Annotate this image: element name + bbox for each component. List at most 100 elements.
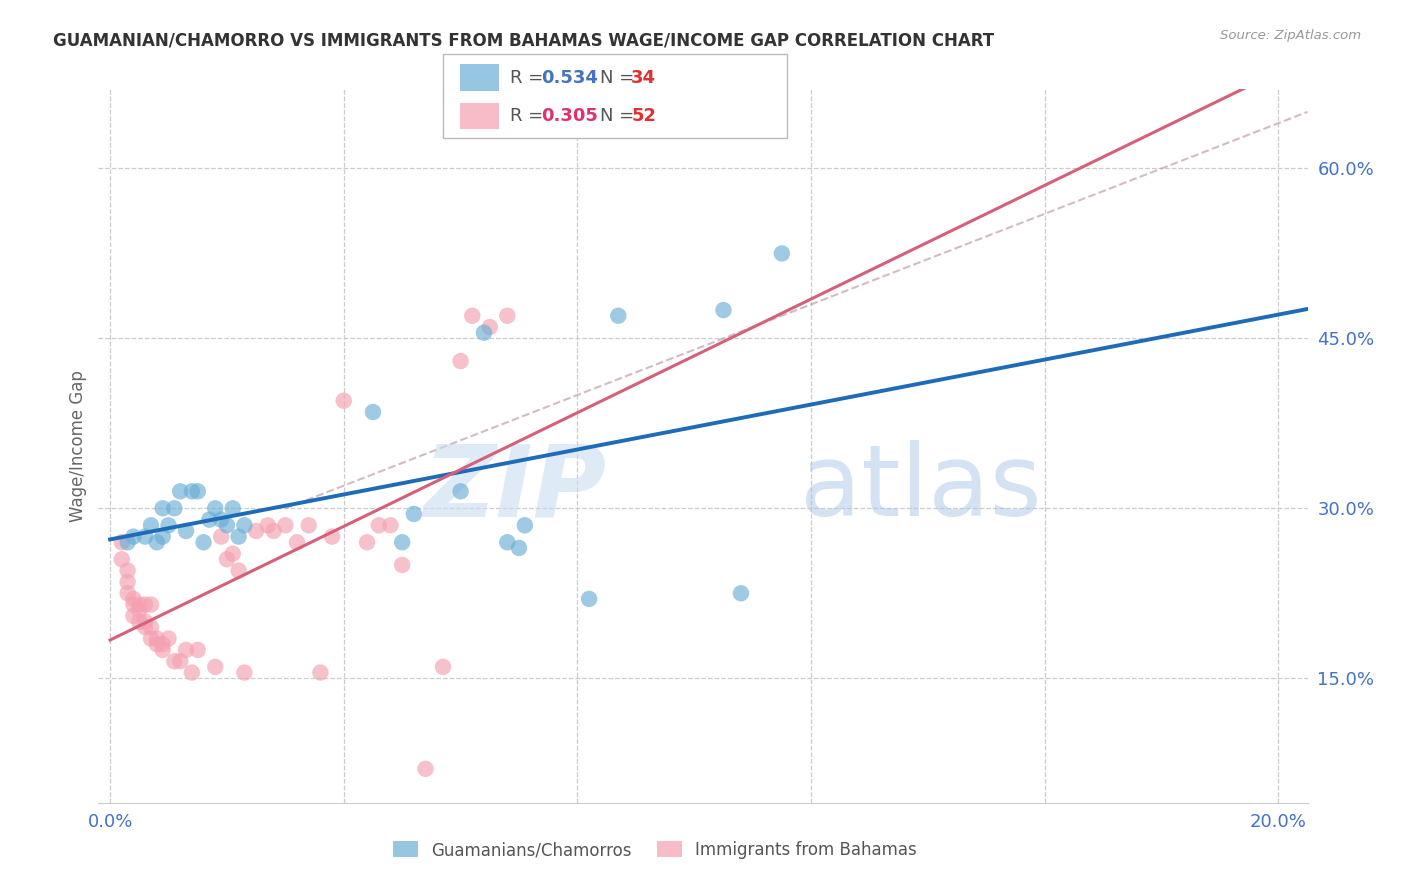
Point [180,484,202,499]
Point [432,660,454,674]
Point [134,615,156,629]
Point [391,535,413,549]
Point [152,643,174,657]
Point [111,535,134,549]
Point [204,660,226,674]
Point [332,393,354,408]
Point [222,547,245,561]
Point [209,530,232,544]
Y-axis label: Wage/Income Gap: Wage/Income Gap [69,370,87,522]
Point [134,530,156,544]
Point [513,518,536,533]
Point [508,541,530,555]
Point [222,501,245,516]
Point [607,309,630,323]
Point [472,326,495,340]
Point [122,530,145,544]
Point [228,564,250,578]
Point [139,518,162,533]
Point [139,598,162,612]
Point [233,518,256,533]
Point [496,535,519,549]
Point [198,513,221,527]
Point [309,665,332,680]
Point [146,535,169,549]
Point [163,654,186,668]
Point [402,507,425,521]
Point [215,518,238,533]
Point [263,524,285,538]
Text: 0.305: 0.305 [541,107,598,125]
Point [117,574,139,589]
Point [134,620,156,634]
Point [187,643,209,657]
Point [578,591,600,606]
Point [770,246,793,260]
Point [478,320,501,334]
Point [215,552,238,566]
Point [180,665,202,680]
Point [122,598,145,612]
Point [152,637,174,651]
Point [111,552,134,566]
Point [117,586,139,600]
Point [152,501,174,516]
Point [157,518,180,533]
Point [496,309,519,323]
Point [139,632,162,646]
Point [146,632,169,646]
Point [193,535,215,549]
Point [274,518,297,533]
Point [367,518,389,533]
Text: atlas: atlas [800,441,1042,537]
Point [285,535,308,549]
Point [187,484,209,499]
Point [256,518,278,533]
Point [321,530,343,544]
Point [128,615,150,629]
Text: R =: R = [510,69,550,87]
Point [204,501,226,516]
Point [450,354,472,368]
Point [146,637,169,651]
Point [163,501,186,516]
Point [128,603,150,617]
Point [391,558,413,572]
Point [298,518,321,533]
Point [134,598,156,612]
Text: Source: ZipAtlas.com: Source: ZipAtlas.com [1220,29,1361,42]
Text: GUAMANIAN/CHAMORRO VS IMMIGRANTS FROM BAHAMAS WAGE/INCOME GAP CORRELATION CHART: GUAMANIAN/CHAMORRO VS IMMIGRANTS FROM BA… [53,31,994,49]
Text: 34: 34 [631,69,657,87]
Point [117,535,139,549]
Point [713,303,735,318]
Point [174,524,197,538]
Point [117,564,139,578]
Point [361,405,384,419]
Point [356,535,378,549]
Point [461,309,484,323]
Point [415,762,437,776]
Text: N =: N = [600,107,640,125]
Point [169,484,191,499]
Point [157,632,180,646]
Point [450,484,472,499]
Text: R =: R = [510,107,550,125]
Point [122,608,145,623]
Point [139,620,162,634]
Point [122,591,145,606]
Point [209,513,232,527]
Point [152,530,174,544]
Text: 52: 52 [631,107,657,125]
Text: 0.534: 0.534 [541,69,598,87]
Point [245,524,267,538]
Point [169,654,191,668]
Point [128,598,150,612]
Point [380,518,402,533]
Point [174,643,197,657]
Text: N =: N = [600,69,640,87]
Point [233,665,256,680]
Text: ZIP: ZIP [423,441,606,537]
Point [228,530,250,544]
Legend: Guamanians/Chamorros, Immigrants from Bahamas: Guamanians/Chamorros, Immigrants from Ba… [387,835,924,866]
Point [730,586,752,600]
